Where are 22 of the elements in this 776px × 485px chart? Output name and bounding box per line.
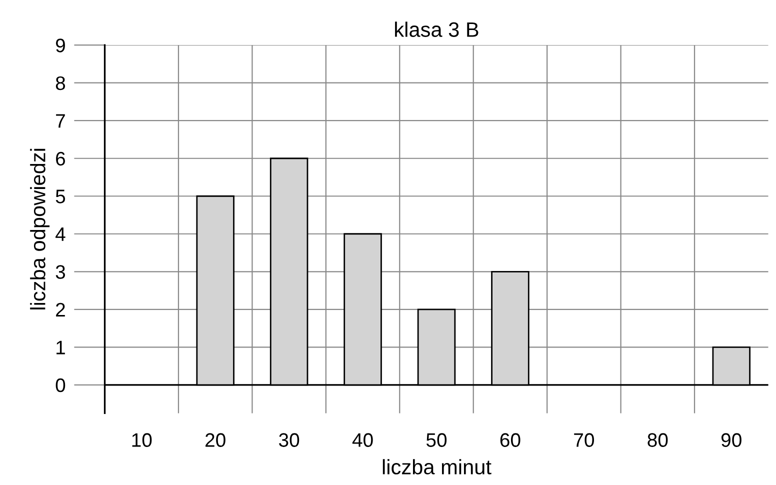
x-tick-label: 30 [278, 433, 300, 447]
y-axis-title: liczba odpowiedzi [30, 148, 50, 310]
chart-title: klasa 3 B [395, 22, 478, 37]
y-tick-label: 2 [56, 302, 65, 316]
y-tick-label: 9 [56, 38, 65, 52]
y-tick-label: 6 [56, 152, 66, 166]
y-tick-label: 4 [56, 228, 66, 241]
y-tick-label: 7 [56, 114, 65, 128]
x-tick-label: 70 [574, 433, 594, 447]
x-tick-label: 90 [721, 433, 742, 447]
y-tick-label: 1 [56, 340, 65, 354]
y-tick-label: 3 [56, 265, 66, 279]
x-tick-label: 20 [206, 433, 226, 447]
y-tick-label: 0 [56, 378, 66, 392]
y-tick-label: 8 [56, 76, 66, 90]
x-tick-label: 60 [500, 433, 520, 447]
x-tick-label: 80 [648, 433, 668, 447]
y-tick-label: 5 [56, 190, 66, 204]
x-axis-title: liczba minut [382, 459, 492, 474]
x-tick-label: 50 [426, 433, 447, 447]
x-tick-label: 40 [352, 433, 373, 447]
x-tick-label: 10 [132, 433, 152, 447]
